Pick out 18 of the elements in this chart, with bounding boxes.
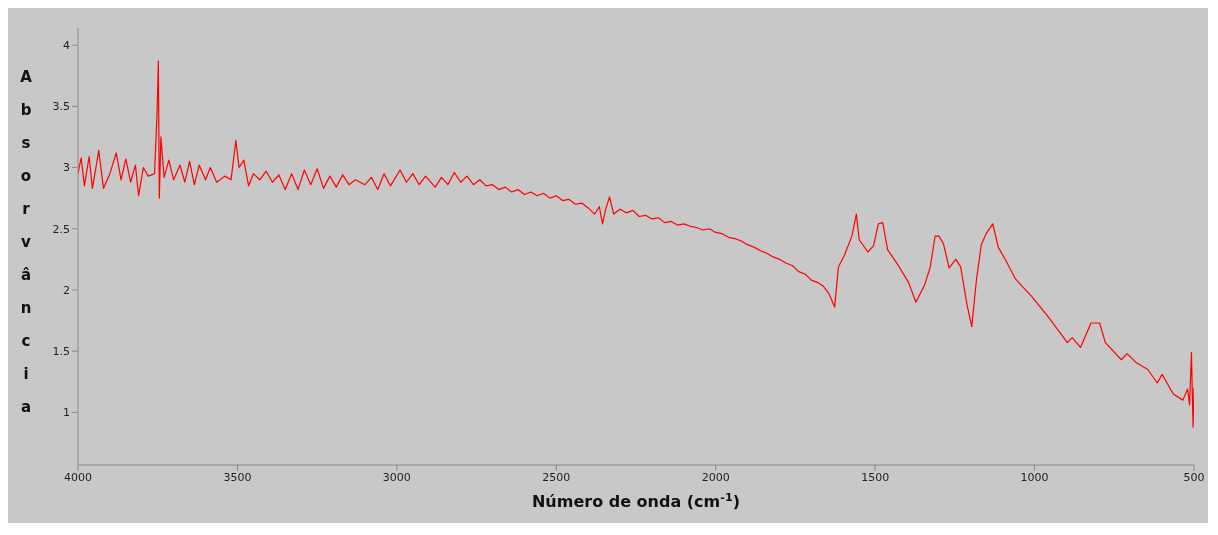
y-tick-label: 2 [63, 283, 70, 297]
y-tick-label: 2.5 [52, 222, 70, 236]
x-axis-title: Número de onda (cm$^{-1}$) [531, 490, 741, 511]
x-tick-label: 2000 [701, 470, 730, 484]
x-tick-label: 1500 [861, 470, 890, 484]
y-tick-label: 3.5 [52, 100, 70, 114]
x-tick-label: 3000 [382, 470, 411, 484]
x-tick-label: 4000 [64, 470, 92, 484]
text: Absorvância [20, 67, 32, 416]
y-tick-label: 4 [63, 39, 70, 53]
x-tick-label: 500 [1183, 470, 1205, 484]
y-tick-label: 1 [63, 406, 70, 420]
y-tick-label: 1.5 [52, 345, 70, 359]
x-tick-label: 2500 [542, 470, 571, 484]
y-tick-label: 3 [63, 161, 70, 175]
line-series [78, 60, 1194, 428]
x-tick-label: 1000 [1020, 470, 1049, 484]
x-tick-label: 3500 [223, 470, 252, 484]
